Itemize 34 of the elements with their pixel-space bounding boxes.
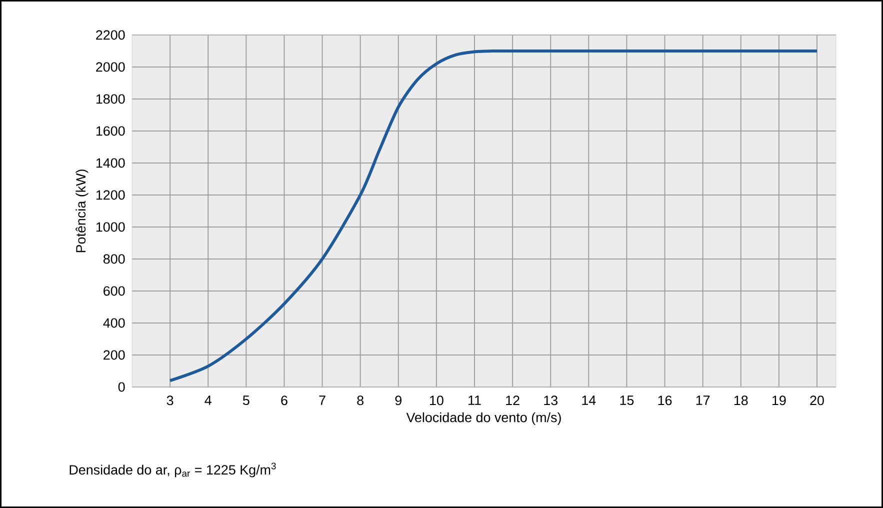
- y-tick-label: 600: [104, 286, 125, 296]
- line-series: [168, 49, 818, 382]
- x-axis-title: Velocidade do vento (m/s): [406, 412, 561, 425]
- y-tick-label: 400: [103, 318, 125, 328]
- y-tick-label: 1800: [96, 94, 125, 104]
- y-axis-title: Potência (kW): [76, 170, 88, 252]
- y-tick-label: 1200: [96, 190, 125, 200]
- x-tick-label: 12: [506, 396, 520, 406]
- x-tick-label: 6: [281, 396, 288, 406]
- x-tick-label: 15: [620, 396, 634, 406]
- x-tick-label: 17: [696, 396, 710, 405]
- y-tick-label: 0: [118, 382, 125, 392]
- y-tick-label: 1000: [96, 222, 125, 232]
- x-tick-label: 5: [242, 396, 250, 406]
- x-tick-label: 8: [357, 396, 364, 406]
- x-tick-label: 20: [810, 396, 824, 406]
- y-tick-label: 200: [104, 350, 125, 360]
- x-tick-label: 7: [319, 396, 326, 405]
- y-tick-label: 2200: [96, 30, 125, 40]
- y-tick-label: 1400: [96, 158, 125, 168]
- y-tick-label: 800: [103, 254, 125, 264]
- x-tick-label: 19: [772, 396, 786, 406]
- x-tick-label: 13: [544, 396, 558, 406]
- x-tick-label: 11: [468, 396, 481, 405]
- y-tick-label: 2000: [96, 62, 125, 72]
- x-tick-label: 10: [430, 396, 444, 406]
- x-tick-label: 16: [658, 396, 672, 406]
- y-tick-label: 1600: [96, 126, 125, 136]
- x-tick-label: 18: [734, 396, 748, 406]
- x-tick-label: 4: [204, 396, 212, 405]
- text: Densidade do ar, ρ$_{ar}$ = 1225 Kg/m$^{3}$: [70, 462, 276, 478]
- x-tick-label: 3: [166, 396, 174, 406]
- x-tick-label: 14: [582, 396, 596, 405]
- x-tick-label: 9: [395, 396, 402, 406]
